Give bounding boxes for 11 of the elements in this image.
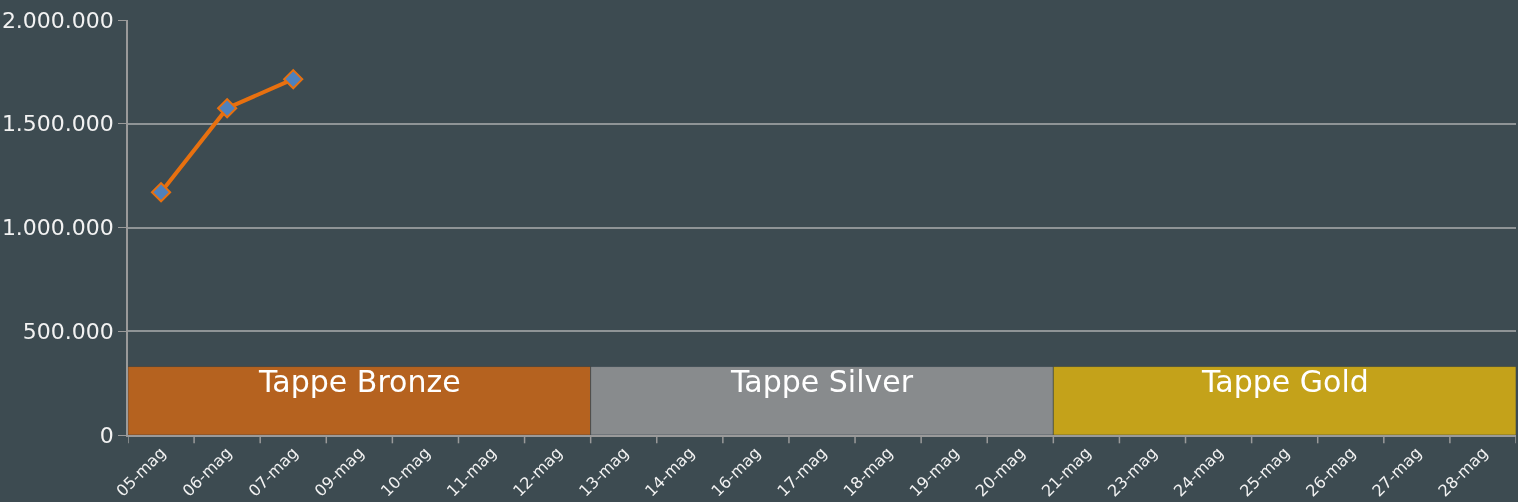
point — [217, 98, 238, 119]
band-label: Tappe Bronze — [258, 364, 461, 399]
y-tick-label: 2.000.000 — [1, 7, 114, 33]
y-tick-label: 1.500.000 — [1, 111, 114, 137]
point — [150, 182, 172, 203]
y-tick-label: 0 — [99, 422, 114, 448]
y-tick-label: 500.000 — [22, 318, 114, 344]
y-tick-label: 1.000.000 — [1, 215, 114, 241]
point — [283, 69, 304, 90]
band-label: Tappe Silver — [730, 364, 914, 399]
band-label: Tappe Gold — [1201, 364, 1369, 399]
